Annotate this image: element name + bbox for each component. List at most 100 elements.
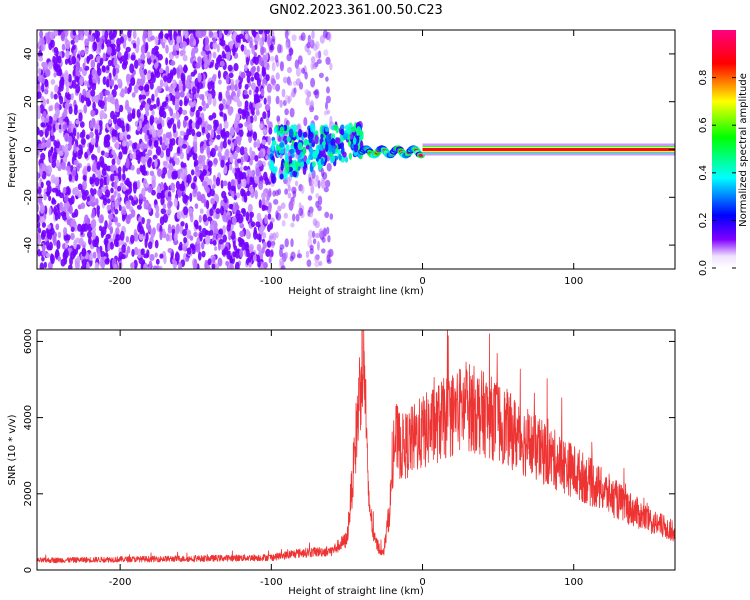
heatmap-cell xyxy=(68,173,73,182)
heatmap-cell xyxy=(211,75,217,83)
heatmap-cell xyxy=(157,168,162,177)
heatmap-cell xyxy=(182,83,186,92)
heatmap-cell xyxy=(260,224,265,232)
heatmap-cell xyxy=(290,251,296,260)
heatmap-cell xyxy=(304,89,310,95)
heatmap-cell xyxy=(325,144,329,152)
heatmap-cell xyxy=(228,40,234,49)
heatmap-cell xyxy=(253,52,257,58)
heatmap-cell xyxy=(73,239,77,250)
colorbar-ticks: 0.0 0.2 0.4 0.6 0.8 xyxy=(698,70,736,276)
heatmap-cell xyxy=(279,173,284,180)
heatmap-cell xyxy=(39,203,45,214)
heatmap-cell xyxy=(146,73,151,81)
heatmap-cell xyxy=(142,196,147,202)
heatmap-cell xyxy=(104,30,109,40)
heatmap-cell xyxy=(79,131,84,139)
heatmap-cell xyxy=(255,221,261,228)
heatmap-cell xyxy=(103,237,109,246)
heatmap-cell xyxy=(280,265,286,269)
heatmap-cell xyxy=(318,161,322,171)
heatmap-cell xyxy=(96,207,100,218)
heatmap-cell xyxy=(267,121,273,130)
heatmap-cell xyxy=(130,209,136,218)
heatmap-cell xyxy=(358,129,364,136)
heatmap-cell xyxy=(187,207,194,214)
heatmap-cell xyxy=(41,83,45,93)
heatmap-cell xyxy=(92,101,96,111)
heatmap-cell xyxy=(111,136,117,143)
heatmap-cell xyxy=(221,190,227,199)
heatmap-cell xyxy=(223,120,229,129)
heatmap-cell xyxy=(132,30,137,40)
heatmap-cell xyxy=(198,214,202,223)
heatmap-cell xyxy=(303,117,308,127)
heatmap-cell xyxy=(159,231,163,241)
heatmap-cell xyxy=(218,79,222,85)
heatmap-cell xyxy=(273,126,278,134)
heatmap-cell xyxy=(311,161,316,168)
heatmap-cell xyxy=(239,248,244,258)
heatmap-cell xyxy=(145,222,151,230)
heatmap-cell xyxy=(90,201,96,207)
heatmap-cell xyxy=(75,83,81,94)
heatmap-cell xyxy=(91,208,96,217)
heatmap-cell xyxy=(161,119,165,128)
heatmap-cell xyxy=(80,94,85,104)
heatmap-cell xyxy=(243,151,249,162)
heatmap-cell xyxy=(96,161,101,171)
heatmap-cell xyxy=(324,179,331,188)
heatmap-cell xyxy=(208,53,212,62)
heatmap-cell xyxy=(145,232,149,242)
heatmap-cell xyxy=(263,241,268,249)
heatmap-cell xyxy=(217,70,221,80)
heatmap-cell xyxy=(155,146,162,156)
heatmap-cell xyxy=(160,196,165,206)
heatmap-cell xyxy=(256,139,261,148)
heatmap-cell xyxy=(165,147,171,158)
heatmap-cell xyxy=(342,132,348,140)
heatmap-cell xyxy=(159,216,165,226)
heatmap-cell xyxy=(54,84,59,93)
y-tick-label: 2000 xyxy=(23,481,34,506)
heatmap-cell xyxy=(226,50,231,61)
heatmap-cell xyxy=(312,62,318,70)
heatmap-cell xyxy=(320,133,324,139)
heatmap-cell xyxy=(48,195,52,202)
heatmap-cell xyxy=(214,246,218,251)
heatmap-cell xyxy=(210,197,216,205)
heatmap-cell xyxy=(243,64,248,72)
heatmap-cell xyxy=(79,30,85,36)
heatmap-cell xyxy=(290,222,295,228)
heatmap-cell xyxy=(220,159,225,168)
heatmap-cell xyxy=(274,54,279,63)
heatmap-cell xyxy=(237,108,243,115)
heatmap-cell xyxy=(256,233,262,240)
heatmap-cell xyxy=(326,109,331,115)
heatmap-cell xyxy=(323,49,329,57)
heatmap-cell xyxy=(292,164,297,171)
heatmap-cell xyxy=(104,152,109,158)
heatmap-cell xyxy=(305,144,310,150)
heatmap-cell xyxy=(172,79,177,89)
heatmap-cell xyxy=(289,197,295,207)
heatmap-cell xyxy=(110,34,115,40)
heatmap-cell xyxy=(161,42,166,49)
heatmap-cell xyxy=(167,208,172,215)
heatmap-cell xyxy=(210,128,214,139)
heatmap-cell xyxy=(149,117,154,126)
heatmap-cell xyxy=(174,104,180,111)
heatmap-cell xyxy=(82,180,87,190)
heatmap-cell xyxy=(183,100,188,107)
heatmap-cell xyxy=(44,128,49,139)
heatmap-cell xyxy=(173,152,177,162)
heatmap-cell xyxy=(351,126,357,133)
heatmap-cell xyxy=(189,235,194,241)
heatmap-cell xyxy=(50,174,56,184)
heatmap-cell xyxy=(190,169,195,176)
heatmap-cell xyxy=(306,259,312,268)
heatmap-cell xyxy=(74,34,79,43)
colorbar-label: Normalized spectral amplitude xyxy=(738,73,749,227)
heatmap-cell xyxy=(113,57,118,67)
